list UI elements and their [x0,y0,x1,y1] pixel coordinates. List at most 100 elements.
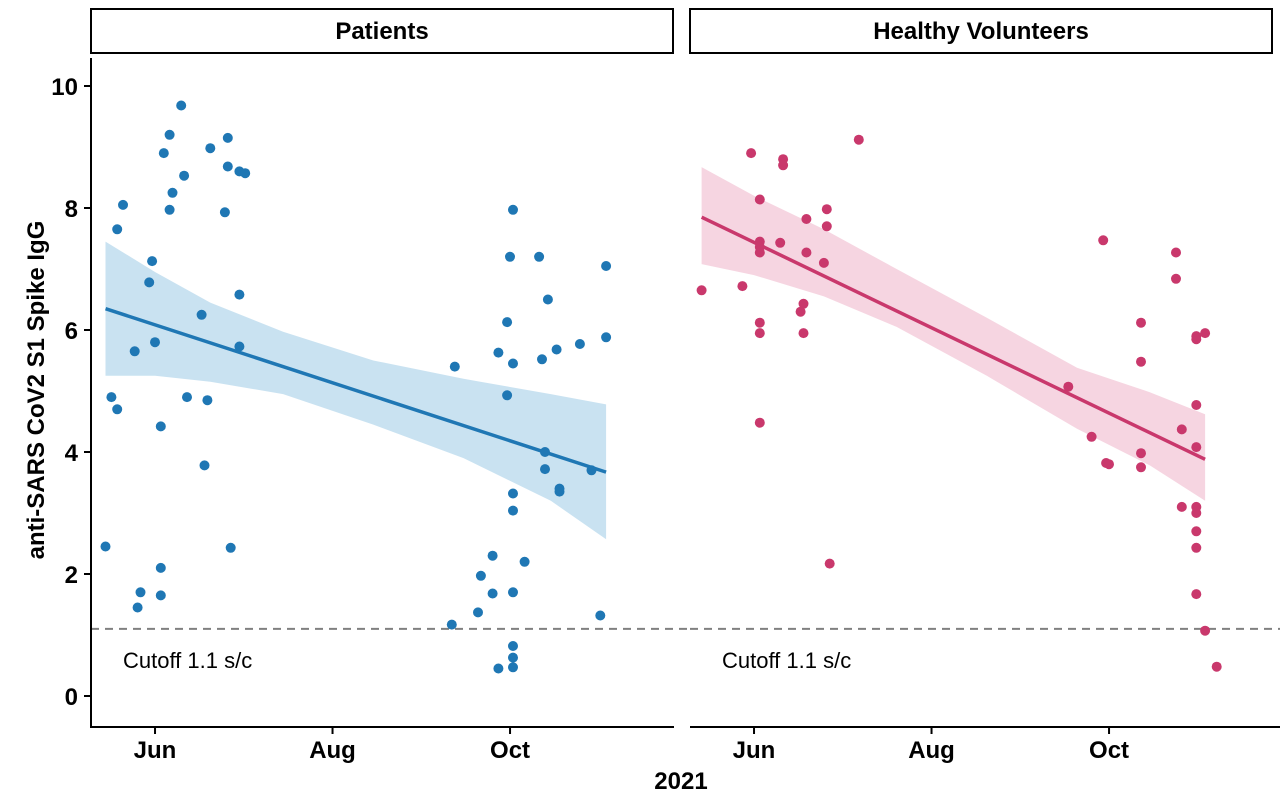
data-point [487,588,498,599]
data-point [551,344,562,355]
data-point [508,505,518,516]
data-point [540,464,550,475]
data-point [179,170,190,181]
data-point [508,662,518,673]
y-tick-label: 4 [65,440,79,467]
data-point [508,587,518,598]
y-tick-label: 0 [65,684,78,711]
data-point [754,317,765,328]
y-tick-label: 10 [51,74,78,101]
data-point [234,289,245,300]
data-point [818,257,829,268]
data-point [1176,501,1187,512]
data-point [144,277,155,288]
data-point [601,332,612,343]
data-point [502,317,513,328]
data-point [502,390,513,401]
data-point [222,161,233,172]
data-point [493,347,504,358]
data-point [493,663,504,674]
data-point [129,346,140,357]
data-point [234,341,245,352]
data-point [196,309,207,320]
data-point [508,641,518,651]
data-point [505,251,515,262]
data-point [519,556,530,567]
data-point [540,447,550,457]
data-point [199,460,210,471]
data-point [106,392,117,403]
axes: Jun Aug Oct Jun Aug Oct 0 2 4 6 8 10 [51,58,1280,764]
data-point [754,328,765,339]
data-point [595,610,606,621]
panel-strip-patients: Patients [90,8,674,54]
data-point [778,160,789,171]
y-axis-title: anti-SARS CoV2 S1 Spike IgG [23,221,50,560]
data-point [473,607,483,618]
data-point [1136,448,1146,459]
data-point [775,237,786,248]
data-point [118,199,128,210]
cutoff-label: Cutoff 1.1 s/c [722,648,851,673]
data-point [1104,459,1114,470]
data-point [801,214,812,224]
data-point [155,421,166,432]
data-point [1171,247,1181,258]
data-point [1191,589,1202,600]
data-point [801,247,812,258]
data-point [155,590,166,601]
data-point [155,562,166,573]
data-point [696,285,707,296]
cutoff-label: Cutoff 1.1 s/c [123,648,252,673]
data-point [164,204,175,215]
x-tick-label: Aug [309,737,356,764]
data-point [508,488,518,499]
data-point [508,204,518,215]
data-point [853,134,864,145]
regression-line [105,306,607,474]
data-point [795,306,806,317]
data-point [754,194,765,205]
data-point [754,247,765,258]
x-tick-label: Oct [490,737,530,764]
data-point [446,619,457,630]
data-point [100,541,111,552]
data-point [158,148,169,159]
data-point [1200,625,1211,636]
data-point [449,361,460,372]
data-point [202,395,213,406]
data-point [475,570,486,581]
data-point [1171,273,1181,284]
data-point [586,465,597,476]
data-point [222,132,233,143]
x-tick-label: Jun [134,737,177,764]
data-point [182,392,192,403]
data-point [1200,328,1211,339]
data-point [205,143,216,154]
panel-strip-healthy-volunteers: Healthy Volunteers [689,8,1273,54]
data-point [219,207,230,218]
data-point [754,417,765,428]
data-point [112,404,123,415]
data-point [147,256,158,267]
x-tick-label: Aug [908,737,955,764]
data-point [737,281,748,292]
data-point [1191,400,1202,410]
data-point [1098,235,1109,246]
data-point [1086,431,1097,442]
data-point [1063,381,1074,392]
data-point [824,558,835,569]
data-point [1136,317,1146,328]
data-point [746,148,757,159]
data-point [554,483,565,494]
data-point [164,129,175,140]
panel-title-patients: Patients [335,18,428,45]
data-point [601,261,612,271]
data-point [1211,661,1222,672]
data-point [150,337,160,348]
data-point [1136,462,1146,473]
data-point [1176,424,1187,435]
data-point [1191,442,1202,453]
panel-healthy-volunteers: Cutoff 1.1 s/c [690,134,1280,673]
data-point [1191,526,1202,537]
